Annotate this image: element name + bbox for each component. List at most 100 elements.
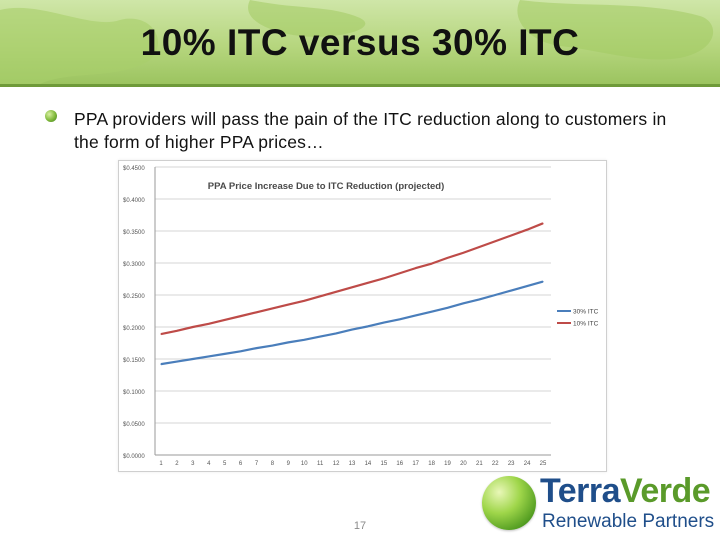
data-point (415, 267, 417, 269)
data-point (399, 272, 401, 274)
data-point (367, 325, 369, 327)
y-tick-label: $0.2000 (123, 326, 145, 332)
data-point (160, 363, 162, 365)
y-tick-label: $0.0000 (123, 454, 145, 460)
y-tick-label: $0.1500 (123, 358, 145, 364)
x-tick-label: 23 (508, 461, 515, 467)
data-point (335, 291, 337, 293)
data-point (510, 234, 512, 237)
x-tick-label: 17 (412, 461, 419, 467)
y-tick-label: $0.2500 (123, 294, 145, 300)
line-chart: $0.0000 $0.0500 $0.1000 $0.1500 $0.2000 $0.25… (123, 166, 599, 467)
data-point (160, 333, 162, 335)
series-line-10pct (160, 222, 544, 336)
data-point (176, 360, 178, 363)
x-tick-label: 5 (223, 461, 227, 467)
data-point (430, 311, 433, 313)
y-tick-label: $0.1000 (123, 390, 145, 396)
data-point (287, 304, 289, 306)
series-line-30pct (160, 280, 544, 366)
x-tick-label: 14 (365, 461, 372, 467)
data-point (208, 323, 210, 325)
data-point (319, 336, 321, 338)
x-tick-label: 20 (460, 461, 467, 467)
logo-brand-part1: Terra (540, 472, 621, 510)
data-point (335, 332, 337, 334)
x-tick-label: 16 (396, 461, 403, 467)
y-tick-label: $0.0500 (123, 422, 145, 428)
slide-title: 10% ITC versus 30% ITC (140, 22, 580, 63)
data-point (303, 339, 305, 341)
data-point (351, 328, 353, 331)
x-tick-label: 15 (380, 461, 387, 467)
x-tick-label: 2 (175, 461, 179, 467)
data-point (383, 321, 385, 324)
x-tick-label: 22 (492, 461, 499, 467)
y-tick-label: $0.4500 (123, 166, 145, 172)
x-tick-label: 13 (349, 461, 356, 467)
data-point (526, 285, 528, 287)
y-tick-label: $0.3000 (123, 262, 145, 268)
x-tick-label: 21 (476, 461, 483, 467)
x-tick-label: 4 (207, 461, 211, 467)
chart-title: PPA Price Increase Due to ITC Reduction … (208, 181, 445, 192)
data-point (239, 350, 242, 352)
data-point (462, 302, 465, 304)
page-number: 17 (353, 520, 367, 532)
data-point (319, 295, 321, 297)
x-tick-label: 11 (317, 461, 324, 467)
data-point (271, 344, 274, 347)
y-tick-label: $0.4000 (123, 198, 145, 204)
x-tick-label: 7 (255, 461, 259, 467)
slide-header: 10% ITC versus 30% ITC (0, 0, 720, 84)
data-point (224, 353, 226, 355)
x-tick-label: 10 (301, 461, 308, 467)
data-point (478, 246, 480, 248)
terraverde-logo: TerraVerde Renewable Partners (480, 472, 714, 536)
y-tick-label: $0.3500 (123, 230, 145, 236)
x-tick-label: 25 (540, 461, 547, 467)
header-divider (0, 84, 720, 87)
data-point (462, 252, 465, 254)
bullet-dot-icon (45, 110, 57, 122)
data-point (446, 257, 449, 259)
logo-brand-part2: Verde (620, 472, 711, 510)
data-point (303, 300, 305, 302)
x-tick-label: 3 (191, 461, 195, 467)
data-point (287, 341, 289, 343)
legend-label: 30% ITC (573, 309, 599, 316)
x-tick-label: 19 (444, 461, 451, 467)
data-point (430, 263, 433, 265)
data-point (208, 355, 210, 358)
data-point (542, 280, 544, 283)
data-point (224, 319, 226, 321)
data-point (255, 311, 258, 313)
x-tick-label: 1 (159, 461, 163, 467)
data-point (192, 358, 194, 360)
data-point (351, 286, 353, 288)
data-point (526, 229, 528, 231)
data-point (271, 307, 274, 310)
x-tick-label: 8 (271, 461, 275, 467)
data-point (446, 307, 449, 309)
data-point (510, 289, 512, 292)
data-point (542, 222, 544, 224)
data-point (415, 314, 417, 317)
data-point (192, 326, 194, 328)
bullet-text: PPA providers will pass the pain of the … (74, 109, 667, 152)
chart-frame: $0.0000 $0.0500 $0.1000 $0.1500 $0.2000 $0.25… (118, 160, 607, 472)
globe-icon (482, 476, 536, 530)
data-point (494, 294, 496, 296)
data-point (239, 315, 242, 317)
data-point (176, 330, 178, 332)
x-tick-label: 18 (428, 461, 435, 467)
data-point (383, 277, 385, 279)
x-tick-label: 24 (524, 461, 531, 467)
data-point (494, 240, 496, 242)
data-point (399, 318, 401, 320)
world-map-background (0, 0, 714, 84)
data-point (255, 347, 258, 349)
logo-tagline: Renewable Partners (542, 511, 715, 532)
legend-label: 10% ITC (573, 321, 599, 328)
data-point (478, 298, 480, 301)
